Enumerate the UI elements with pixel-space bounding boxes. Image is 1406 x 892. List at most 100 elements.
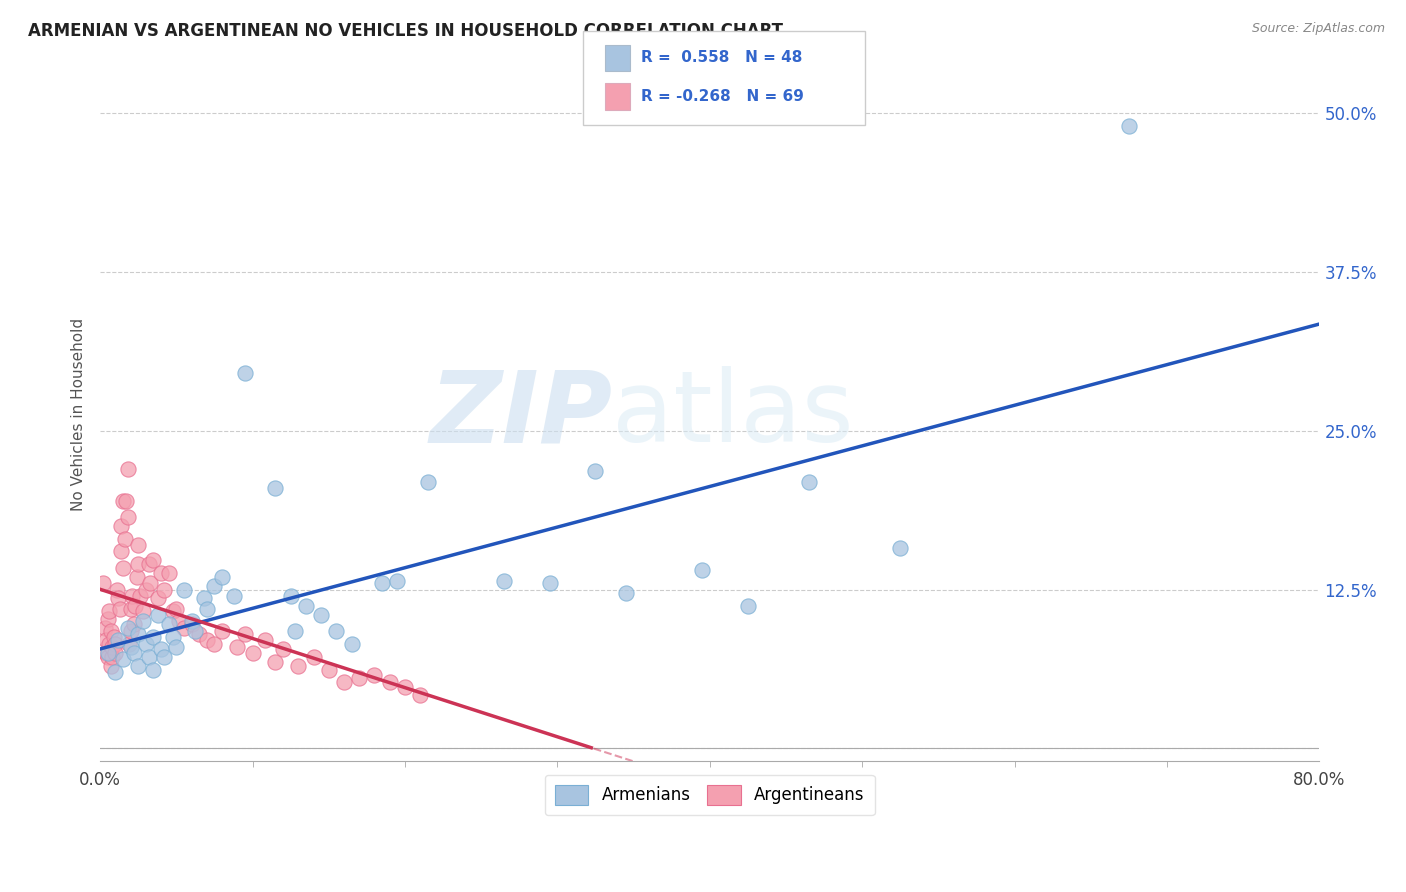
Point (138, 557, 160, 571)
Point (295, 599, 318, 613)
Y-axis label: No Vehicles in Household: No Vehicles in Household (72, 318, 86, 511)
Point (96, 646, 118, 660)
Point (169, 615, 191, 629)
Point (93, 621, 115, 635)
Point (193, 591, 215, 606)
Point (105, 582, 128, 597)
Point (242, 646, 264, 660)
Legend: Armenians, Argentineans: Armenians, Argentineans (546, 775, 875, 815)
Point (96, 633, 118, 648)
Point (1118, 119, 1140, 133)
Text: ZIP: ZIP (429, 367, 612, 463)
Point (157, 566, 180, 580)
Point (117, 462, 139, 476)
Point (204, 579, 226, 593)
Point (150, 566, 173, 580)
Point (204, 637, 226, 651)
Point (118, 637, 141, 651)
Point (104, 646, 127, 660)
Point (183, 624, 205, 639)
Point (233, 627, 256, 641)
Point (162, 604, 184, 618)
Point (139, 576, 162, 591)
Point (253, 633, 276, 648)
Point (114, 532, 136, 546)
Point (125, 570, 148, 584)
Point (284, 624, 307, 639)
Point (387, 574, 409, 588)
Point (394, 681, 416, 695)
Point (271, 642, 294, 657)
Point (110, 519, 132, 533)
Point (280, 589, 302, 603)
Point (614, 586, 637, 600)
Point (120, 624, 142, 639)
Point (585, 464, 607, 478)
Point (162, 630, 184, 644)
Point (195, 633, 218, 648)
Point (340, 637, 363, 651)
Point (180, 615, 202, 629)
Point (165, 640, 187, 654)
Point (492, 574, 515, 588)
Point (211, 624, 233, 639)
Point (173, 582, 195, 597)
Point (124, 599, 146, 613)
Point (122, 616, 145, 631)
Point (120, 601, 142, 615)
Point (333, 675, 356, 690)
Point (98, 604, 121, 618)
Point (371, 576, 394, 591)
Point (100, 624, 122, 639)
Point (153, 649, 176, 664)
Point (195, 601, 218, 615)
Point (111, 561, 134, 575)
Point (117, 621, 139, 635)
Point (97, 646, 120, 660)
Point (132, 604, 155, 618)
Text: R =  0.558   N = 48: R = 0.558 N = 48 (641, 50, 803, 65)
Point (363, 667, 385, 681)
Point (127, 627, 149, 641)
Point (150, 642, 173, 657)
Point (378, 675, 401, 690)
Point (132, 615, 155, 629)
Point (101, 649, 124, 664)
Point (135, 582, 157, 597)
Text: R = -0.268   N = 69: R = -0.268 N = 69 (641, 89, 804, 104)
Point (91, 576, 114, 591)
Point (108, 601, 131, 615)
Point (409, 688, 432, 702)
Point (309, 607, 332, 622)
Point (188, 627, 211, 641)
Point (302, 649, 325, 664)
Point (142, 553, 165, 567)
Point (690, 564, 713, 578)
Point (122, 646, 145, 660)
Point (146, 607, 169, 622)
Point (121, 589, 143, 603)
Point (226, 640, 249, 654)
Point (128, 589, 150, 603)
Point (797, 475, 820, 489)
Point (264, 481, 287, 495)
Point (117, 510, 139, 524)
Point (153, 582, 176, 597)
Point (211, 570, 233, 584)
Point (110, 544, 132, 558)
Point (142, 663, 165, 677)
Point (325, 624, 347, 639)
Point (142, 630, 165, 644)
Point (889, 541, 911, 555)
Point (127, 557, 149, 571)
Point (103, 630, 125, 644)
Point (115, 493, 138, 508)
Point (120, 640, 142, 654)
Point (100, 658, 122, 673)
Point (165, 601, 187, 615)
Point (107, 633, 129, 648)
Point (97, 612, 120, 626)
Point (111, 652, 134, 666)
Point (180, 616, 202, 631)
Point (157, 616, 180, 631)
